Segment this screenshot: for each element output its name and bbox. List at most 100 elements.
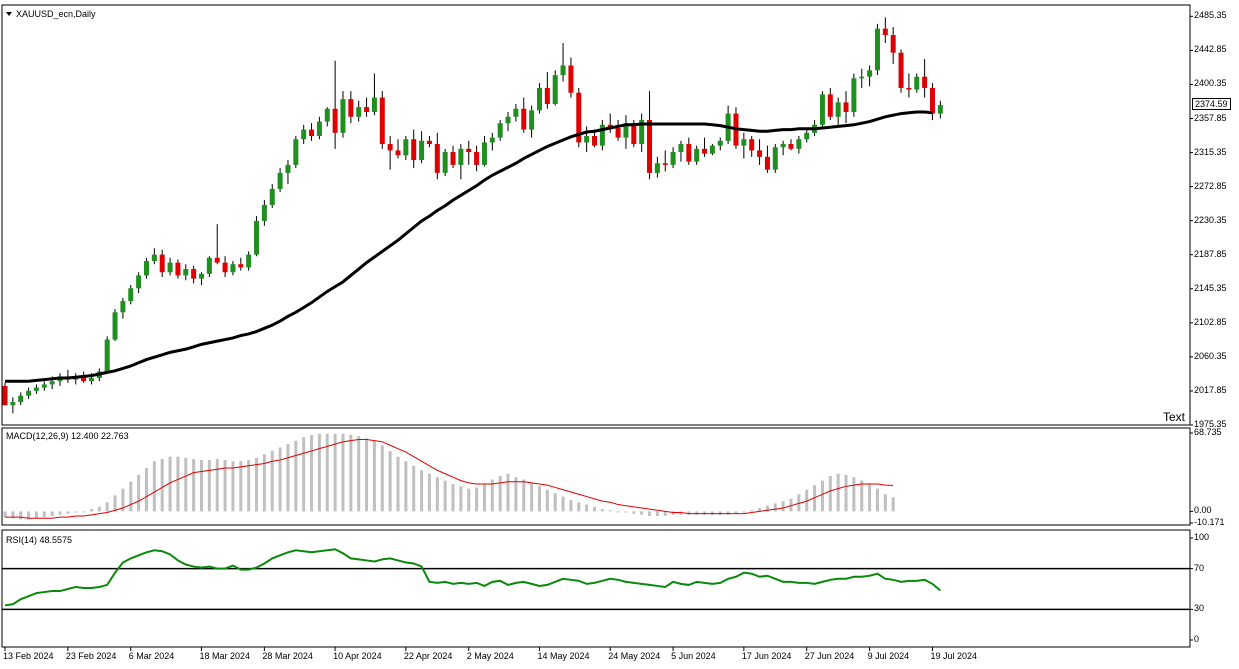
macd-bar (443, 480, 447, 512)
macd-bar (262, 454, 266, 512)
macd-bar (506, 473, 510, 512)
candle-body (230, 264, 236, 273)
candle-body (143, 261, 149, 276)
macd-bar (207, 460, 211, 512)
price-tick-label: 2400.35 (1194, 78, 1227, 89)
candle-body (796, 139, 802, 149)
macd-bar (883, 494, 887, 512)
candle-body (874, 28, 880, 71)
macd-bar (231, 461, 235, 512)
macd-bar (687, 511, 691, 515)
price-tick-label: 2187.85 (1194, 248, 1227, 259)
macd-bar (66, 511, 70, 514)
macd-bar (270, 450, 274, 512)
rsi-tick-label: 30 (1194, 603, 1205, 614)
macd-bar (490, 479, 494, 512)
x-tick-label: 27 Jun 2024 (804, 651, 855, 661)
candle-body (882, 28, 888, 36)
price-tick-label: 2357.85 (1194, 112, 1227, 123)
macd-bar (836, 473, 840, 512)
candle-body (631, 123, 637, 145)
candle-body (395, 150, 401, 156)
macd-bar (655, 511, 659, 516)
candle-body (584, 136, 590, 143)
macd-bar (239, 461, 243, 512)
candle-body (757, 150, 763, 157)
axis-ticks (4, 15, 1193, 651)
macd-bar (82, 511, 86, 513)
chevron-down-icon[interactable] (6, 12, 12, 16)
rsi-title: RSI(14) 48.5575 (6, 535, 73, 545)
macd-tick-label: -10.171 (1194, 517, 1225, 527)
candle-body (246, 254, 252, 268)
x-tick-label: 24 May 2024 (608, 651, 661, 661)
macd-bar (640, 511, 644, 515)
macd-bar (522, 479, 526, 512)
candle-body (348, 99, 354, 117)
candle-body (277, 172, 283, 189)
macd-bar (294, 440, 298, 512)
candle-body (41, 384, 47, 388)
macd-bar (624, 511, 628, 513)
chart-title: XAUUSD_ecn,Daily (16, 9, 96, 19)
price-tick-label: 2315.35 (1194, 146, 1227, 157)
candle-body (576, 92, 582, 143)
candle-body (254, 220, 260, 255)
macd-bar (176, 456, 180, 512)
candle-body (151, 254, 157, 262)
candle-body (426, 140, 432, 145)
candle-body (261, 204, 267, 221)
macd-bar (247, 460, 251, 512)
macd-bar (765, 505, 769, 512)
candle-body (568, 65, 574, 93)
x-tick-label: 5 Jun 2024 (671, 651, 716, 661)
macd-bar (200, 460, 203, 512)
macd-bar (89, 509, 93, 512)
candle-body (128, 288, 134, 302)
rsi-tick-label: 0 (1194, 634, 1200, 644)
price-tick-label: 2017.85 (1194, 384, 1227, 395)
candle-body (33, 387, 39, 391)
candlesticks (2, 17, 943, 414)
macd-bar (168, 456, 172, 512)
candle-body (10, 402, 16, 406)
candle-body (26, 390, 32, 396)
macd-bar (703, 511, 707, 515)
candle-body (88, 378, 94, 382)
macd-bar (19, 511, 23, 520)
candle-body (835, 102, 841, 117)
candle-body (922, 76, 928, 88)
candle-body (914, 76, 920, 90)
candle-body (749, 139, 755, 151)
x-tick-label: 14 May 2024 (537, 651, 590, 661)
candle-body (937, 105, 943, 114)
x-tick-label: 2 May 2024 (466, 651, 514, 661)
macd-bar (420, 470, 424, 512)
candle-body (843, 102, 849, 112)
candle-body (411, 139, 417, 161)
macd-bar (451, 484, 455, 512)
macd-bar (860, 480, 864, 512)
candle-body (521, 108, 527, 130)
candle-body (592, 136, 597, 146)
macd-panel-frame (1, 427, 1191, 526)
x-tick-label: 9 Jul 2024 (867, 651, 910, 661)
macd-bar (310, 434, 314, 512)
candle-body (458, 148, 464, 165)
macd-bar (144, 468, 148, 512)
macd-tick-label: 68.735 (1194, 427, 1222, 437)
price-tick-label: 2272.85 (1194, 180, 1227, 191)
macd-bar (11, 511, 15, 519)
candle-body (615, 127, 621, 138)
macd-bar (435, 477, 439, 512)
candle-body (379, 97, 385, 145)
macd-bar (758, 507, 762, 512)
macd-bar (868, 484, 872, 512)
candle-body (167, 262, 173, 273)
main-panel-frame (1, 4, 1191, 426)
macd-bar (750, 510, 754, 512)
macd-bar (875, 488, 879, 512)
x-tick-label: 13 Feb 2024 (3, 651, 54, 661)
